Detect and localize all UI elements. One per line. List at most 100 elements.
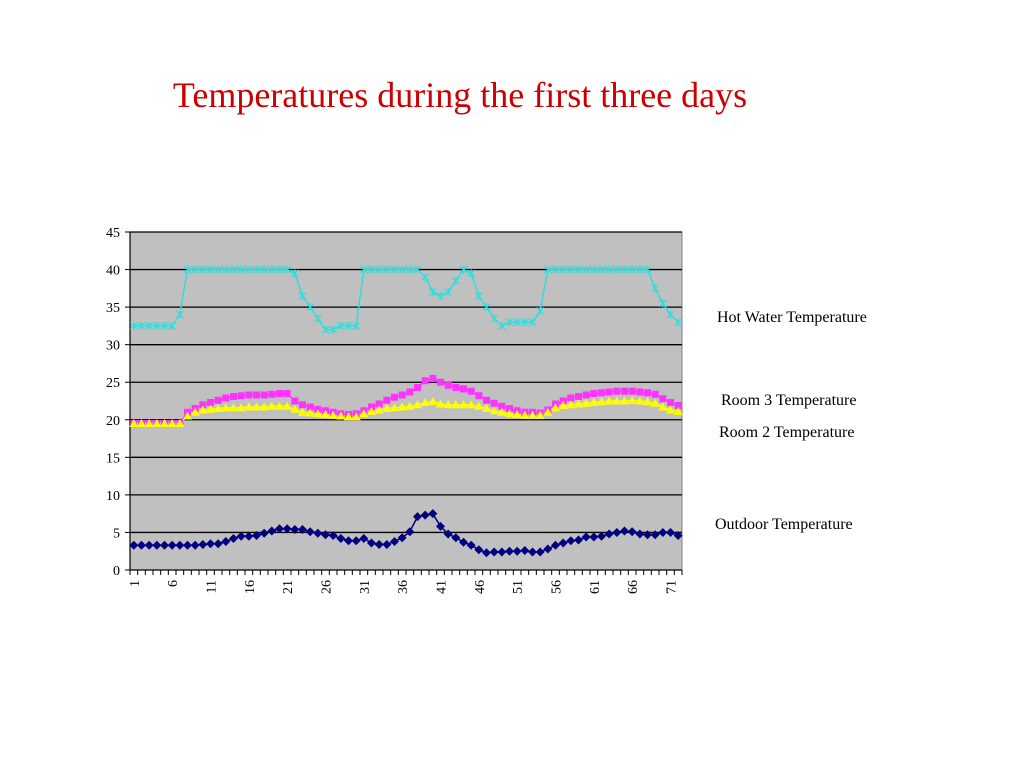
data-point-outdoor-temperature (175, 540, 185, 550)
data-point-room-3-temperature (207, 399, 214, 407)
data-point-room-2-temperature (229, 403, 238, 412)
data-point-hot-water-temperature (536, 306, 545, 315)
data-point-room-2-temperature (650, 398, 660, 407)
x-tick-label: 6 (166, 580, 181, 587)
data-point-outdoor-temperature (589, 532, 599, 542)
y-tick-labels: 0 5 10 15 20 25 30 35 40 45 (106, 226, 120, 579)
y-tick-label: 45 (106, 226, 120, 241)
data-point-hot-water-temperature (405, 265, 414, 274)
data-point-room-3-temperature (414, 383, 421, 391)
data-point-room-2-temperature (206, 404, 215, 413)
data-point-room-3-temperature (398, 391, 406, 399)
data-point-room-3-temperature (621, 387, 628, 395)
data-point-room-3-temperature (314, 405, 322, 413)
data-point-room-2-temperature (459, 400, 468, 409)
data-point-room-3-temperature (575, 392, 582, 400)
data-point-hot-water-temperature (559, 265, 568, 274)
data-point-outdoor-temperature (351, 536, 361, 546)
data-point-outdoor-temperature (305, 527, 315, 537)
data-point-room-3-temperature (506, 405, 513, 413)
data-point-outdoor-temperature (535, 547, 545, 557)
data-point-hot-water-temperature (444, 288, 453, 297)
data-point-room-2-temperature (604, 396, 614, 405)
data-point-outdoor-temperature (474, 545, 484, 555)
y-tick-label: 0 (113, 564, 120, 579)
data-point-hot-water-temperature (513, 318, 522, 327)
y-tick-label: 30 (106, 339, 120, 354)
data-point-hot-water-temperature (275, 265, 284, 274)
data-point-hot-water-temperature (298, 291, 307, 300)
data-point-room-3-temperature (283, 389, 291, 397)
data-point-room-2-temperature (505, 409, 514, 418)
data-point-room-2-temperature (328, 410, 338, 419)
data-point-hot-water-temperature (168, 321, 177, 330)
x-tick-label: 21 (281, 580, 296, 594)
data-point-hot-water-temperature (505, 318, 514, 327)
data-point-room-3-temperature (406, 388, 414, 396)
data-point-room-2-temperature (520, 410, 530, 419)
data-point-room-2-temperature (175, 419, 185, 428)
data-point-hot-water-temperature (336, 321, 345, 330)
data-point-room-3-temperature (659, 395, 667, 403)
data-point-hot-water-temperature (329, 325, 338, 334)
data-point-outdoor-temperature (213, 539, 223, 549)
data-point-outdoor-temperature (428, 509, 438, 519)
y-tick-label: 10 (106, 489, 120, 504)
data-point-outdoor-temperature (505, 546, 514, 556)
data-point-outdoor-temperature (581, 532, 591, 542)
data-point-outdoor-temperature (129, 540, 139, 550)
data-point-room-3-temperature (559, 397, 567, 405)
data-point-hot-water-temperature (367, 265, 376, 274)
data-point-outdoor-temperature (451, 533, 461, 543)
data-point-room-2-temperature (359, 409, 369, 418)
data-point-hot-water-temperature (589, 265, 598, 274)
x-tick-label: 41 (435, 580, 450, 594)
data-point-hot-water-temperature (390, 265, 399, 274)
data-point-room-2-temperature (489, 406, 499, 415)
data-point-outdoor-temperature (267, 526, 277, 536)
data-point-room-2-temperature (428, 397, 438, 406)
data-point-room-2-temperature (152, 419, 162, 428)
data-point-room-3-temperature (260, 391, 268, 399)
data-point-hot-water-temperature (352, 321, 361, 330)
x-tick-label: 56 (550, 580, 565, 594)
data-point-outdoor-temperature (137, 540, 146, 550)
data-point-room-3-temperature (567, 394, 575, 402)
data-point-room-3-temperature (391, 393, 398, 401)
data-point-room-2-temperature (167, 419, 177, 428)
x-tick-labels: 1 6 11 16 21 26 31 36 41 46 51 56 61 66 71 (128, 580, 680, 594)
series-line-hot-water-temperature (133, 268, 679, 331)
data-point-outdoor-temperature (612, 527, 622, 537)
data-point-room-2-temperature (420, 398, 430, 407)
label-hot-water-temperature: Hot Water Temperature (717, 309, 867, 326)
data-point-outdoor-temperature (551, 540, 560, 550)
data-point-outdoor-temperature (382, 539, 392, 549)
data-point-hot-water-temperature (574, 265, 583, 274)
data-point-outdoor-temperature (650, 530, 660, 540)
data-point-room-2-temperature (474, 401, 484, 410)
data-point-room-3-temperature (490, 399, 498, 407)
data-point-room-3-temperature (444, 381, 452, 389)
data-point-room-3-temperature (590, 389, 598, 397)
data-point-hot-water-temperature (421, 273, 430, 282)
data-point-room-3-temperature (613, 387, 621, 395)
data-point-hot-water-temperature (290, 269, 299, 278)
x-tick-label: 26 (320, 580, 335, 594)
x-tick-label: 46 (473, 580, 488, 594)
data-point-room-3-temperature (636, 388, 644, 396)
data-point-hot-water-temperature (382, 265, 391, 274)
data-point-room-2-temperature (160, 419, 169, 428)
data-point-room-2-temperature (451, 400, 461, 409)
data-point-outdoor-temperature (558, 538, 568, 548)
data-point-room-3-temperature (644, 389, 651, 397)
data-point-room-3-temperature (467, 387, 475, 395)
y-tick-label: 40 (106, 264, 120, 279)
data-point-outdoor-temperature (643, 530, 652, 540)
data-point-hot-water-temperature (651, 284, 660, 293)
data-point-outdoor-temperature (405, 527, 415, 537)
data-point-room-3-temperature (429, 374, 437, 382)
data-point-room-2-temperature (443, 400, 453, 409)
data-point-hot-water-temperature (520, 318, 529, 327)
data-point-hot-water-temperature (267, 265, 276, 274)
data-point-room-3-temperature (674, 402, 682, 410)
